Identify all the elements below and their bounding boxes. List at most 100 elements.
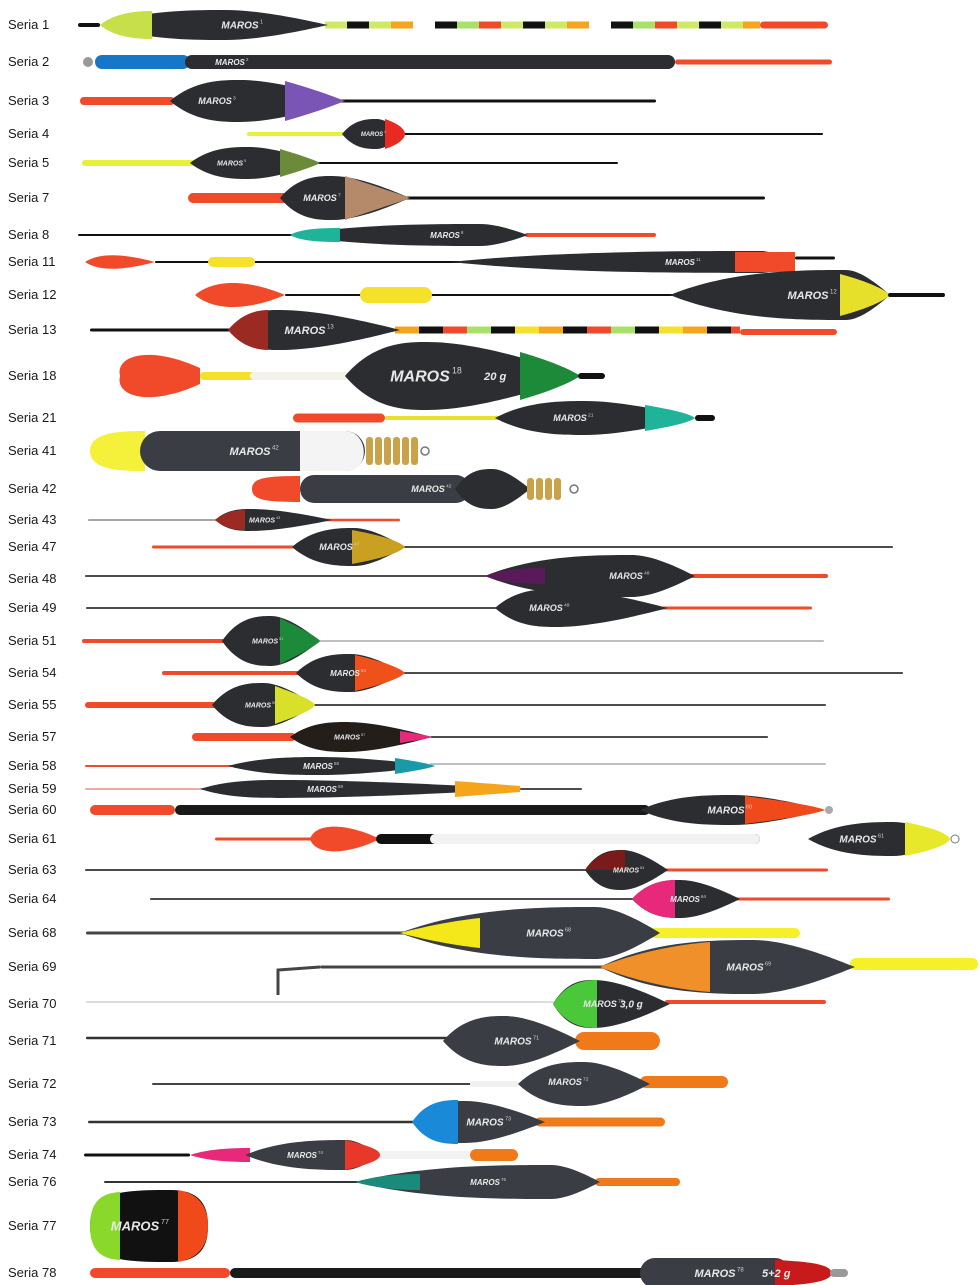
float-seria-3: MAROS 3 <box>80 80 656 122</box>
svg-text:7: 7 <box>338 193 341 199</box>
series-label: Seria 74 <box>8 1147 56 1162</box>
series-label: Seria 4 <box>8 126 49 141</box>
float-seria-7: MAROS 7 <box>188 176 765 220</box>
svg-text:61: 61 <box>878 834 884 840</box>
brand-mark: MAROS 78 <box>695 1267 745 1280</box>
svg-text:74: 74 <box>318 1150 323 1155</box>
brand-mark: MAROS 60 <box>707 805 752 817</box>
series-label: Seria 76 <box>8 1174 56 1189</box>
svg-text:55: 55 <box>272 701 276 705</box>
svg-text:13: 13 <box>327 324 334 330</box>
series-label: Seria 11 <box>8 254 55 269</box>
brand-mark: MAROS 63 <box>613 866 644 875</box>
svg-text:2: 2 <box>246 57 249 62</box>
series-label: Seria 42 <box>8 481 56 496</box>
float-seria-51: MAROS 51 <box>82 616 824 666</box>
svg-text:58: 58 <box>334 761 339 766</box>
svg-text:42: 42 <box>272 445 279 451</box>
svg-text:MAROS: MAROS <box>609 571 643 581</box>
svg-text:63: 63 <box>640 866 644 870</box>
brand-mark: MAROS 4 <box>361 130 386 138</box>
svg-text:MAROS: MAROS <box>707 806 745 817</box>
svg-text:MAROS: MAROS <box>330 669 360 678</box>
svg-text:12: 12 <box>830 289 837 295</box>
svg-text:20 g: 20 g <box>483 371 507 383</box>
float-seria-71: MAROS 71 <box>86 1016 660 1066</box>
svg-text:MAROS: MAROS <box>839 835 877 846</box>
float-seria-54: MAROS 54 <box>162 654 903 692</box>
brand-mark: MAROS 55 <box>245 701 276 710</box>
float-seria-57: MAROS 57 <box>192 722 768 752</box>
brand-mark: MAROS 13 <box>285 324 335 337</box>
svg-text:MAROS: MAROS <box>553 413 587 423</box>
series-label: Seria 12 <box>8 287 56 302</box>
float-seria-76: MAROS 76 <box>104 1165 680 1199</box>
series-label: Seria 68 <box>8 925 56 940</box>
series-label: Seria 3 <box>8 93 49 108</box>
float-seria-4: MAROS 4 <box>247 119 823 149</box>
svg-text:8: 8 <box>461 230 464 235</box>
series-label: Seria 71 <box>8 1033 56 1048</box>
svg-text:MAROS: MAROS <box>221 21 259 32</box>
svg-text:MAROS: MAROS <box>665 258 695 267</box>
series-label: Seria 47 <box>8 539 56 554</box>
series-label: Seria 13 <box>8 322 56 337</box>
brand-mark: MAROS 69 <box>726 962 771 974</box>
brand-mark: MAROS 51 <box>252 637 283 646</box>
brand-mark: MAROS 5 <box>217 159 246 168</box>
svg-text:MAROS: MAROS <box>526 929 564 940</box>
brand-mark: MAROS 2 <box>215 57 249 67</box>
svg-text:MAROS: MAROS <box>695 1268 737 1280</box>
svg-text:76: 76 <box>501 1177 506 1182</box>
float-seria-43: MAROS 43 <box>88 509 400 531</box>
svg-text:11: 11 <box>696 257 701 262</box>
brand-mark: MAROS 42 <box>230 445 280 458</box>
brand-mark: MAROS 54 <box>330 668 366 678</box>
series-label: Seria 59 <box>8 781 56 796</box>
svg-text:MAROS: MAROS <box>249 517 275 524</box>
svg-text:MAROS: MAROS <box>548 1077 582 1087</box>
brand-mark: MAROS 11 <box>665 257 701 267</box>
series-label: Seria 77 <box>8 1218 56 1233</box>
svg-text:MAROS: MAROS <box>726 963 764 974</box>
brand-mark: MAROS 64 <box>670 894 706 904</box>
brand-mark: MAROS 21 <box>553 413 593 424</box>
float-seria-8: MAROS 8 <box>78 224 656 246</box>
series-label: Seria 72 <box>8 1076 56 1091</box>
brand-mark: MAROS 48 <box>609 571 649 582</box>
svg-text:59: 59 <box>338 784 343 789</box>
svg-text:18: 18 <box>452 366 462 376</box>
brand-mark: MAROS 43 <box>249 516 280 525</box>
brand-mark: MAROS 12 <box>788 289 838 302</box>
series-label: Seria 8 <box>8 227 49 242</box>
brand-mark: MAROS 74 <box>287 1150 323 1160</box>
svg-text:43: 43 <box>276 516 280 520</box>
svg-text:MAROS: MAROS <box>529 603 563 613</box>
svg-text:72: 72 <box>583 1077 589 1083</box>
series-label: Seria 1 <box>8 17 49 32</box>
float-seria-12: MAROS 12 <box>195 270 945 320</box>
series-label: Seria 78 <box>8 1265 56 1280</box>
brand-mark: MAROS 1 <box>221 20 263 32</box>
series-label: Seria 41 <box>8 443 56 458</box>
svg-text:MAROS: MAROS <box>307 785 337 794</box>
svg-text:MAROS: MAROS <box>470 1178 500 1187</box>
float-seria-60: MAROS 60 <box>90 795 833 825</box>
brand-mark: MAROS 71 <box>494 1036 539 1048</box>
series-label: Seria 70 <box>8 996 56 1011</box>
series-label: Seria 18 <box>8 368 56 383</box>
svg-text:78: 78 <box>737 1267 744 1273</box>
svg-text:69: 69 <box>765 962 771 968</box>
svg-text:48: 48 <box>644 571 650 577</box>
svg-text:MAROS: MAROS <box>303 762 333 771</box>
svg-text:MAROS: MAROS <box>430 231 460 240</box>
svg-text:MAROS: MAROS <box>494 1037 532 1048</box>
brand-mark: MAROS 73 <box>466 1117 511 1129</box>
brand-mark: MAROS 47 <box>319 542 359 553</box>
brand-mark: MAROS 68 <box>526 928 571 940</box>
series-label: Seria 43 <box>8 512 56 527</box>
svg-text:MAROS: MAROS <box>245 702 271 709</box>
svg-text:MAROS: MAROS <box>319 542 353 552</box>
brand-mark: MAROS 77 <box>111 1218 169 1234</box>
